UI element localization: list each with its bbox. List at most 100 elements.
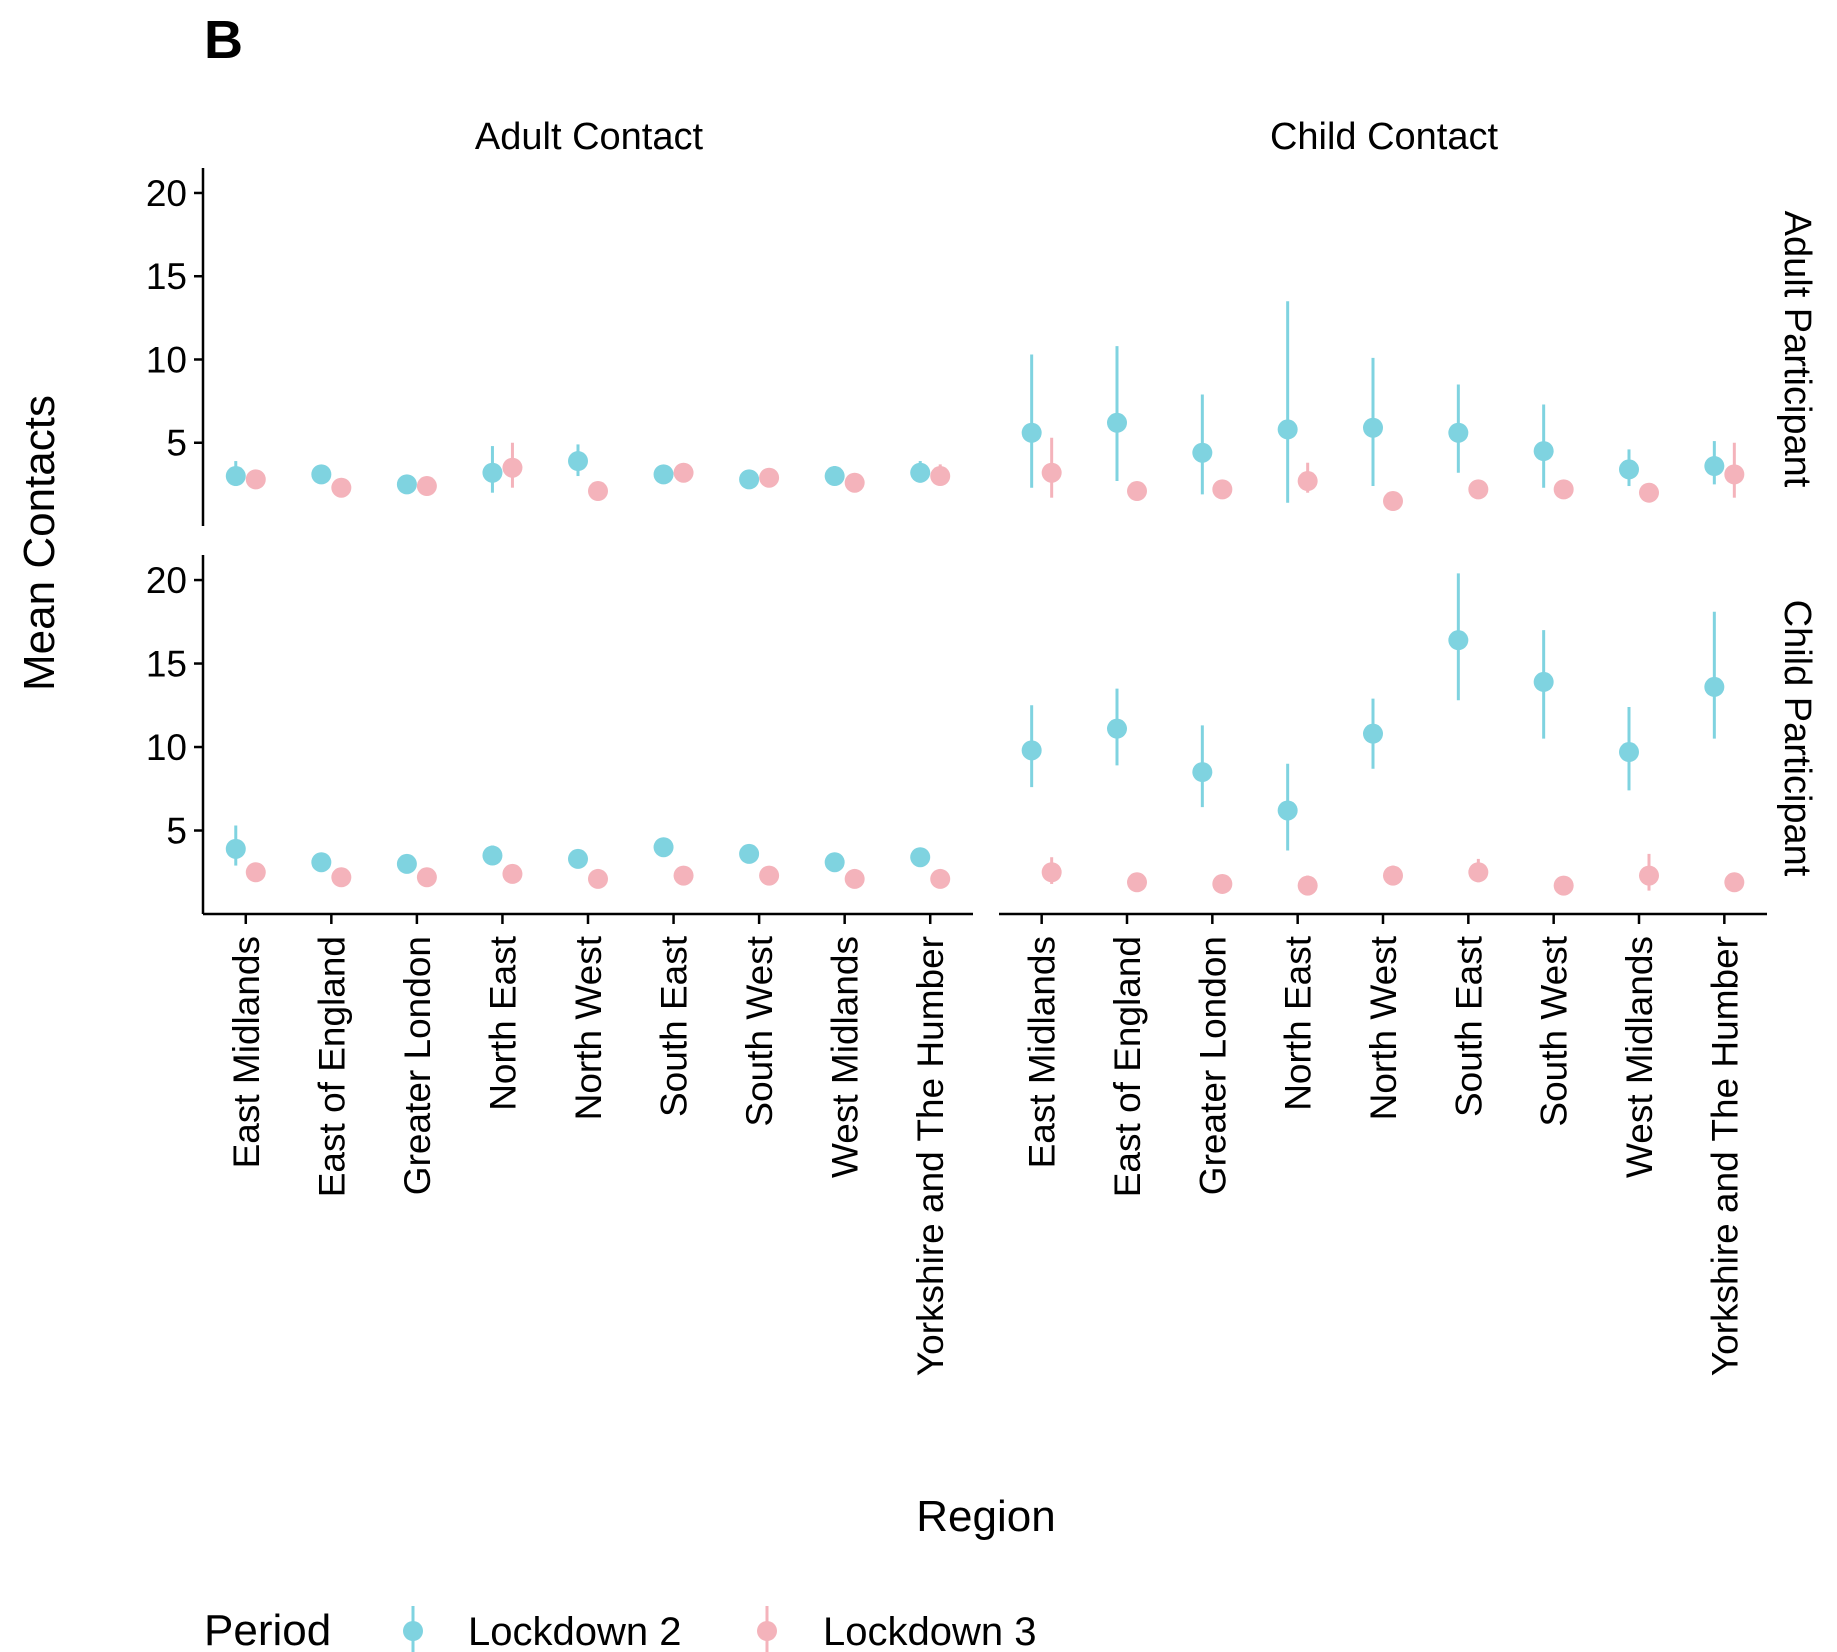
point-lockdown-2: [1107, 412, 1127, 433]
point-lockdown-3: [588, 868, 608, 889]
point-lockdown-2: [1704, 676, 1725, 697]
point-lockdown-2: [1704, 456, 1725, 477]
column-header-child-contact: Child Contact: [1270, 116, 1499, 158]
point-lockdown-3: [1639, 482, 1659, 503]
row-label: Child Participant: [1776, 600, 1818, 877]
point-lockdown-3: [1383, 491, 1403, 512]
point-lockdown-2: [311, 464, 332, 485]
point-lockdown-2: [396, 474, 417, 495]
x-tick-label-east-of-england: East of England: [311, 936, 352, 1197]
y-tick-label: 5: [166, 811, 187, 852]
figure-tag: B: [204, 10, 243, 70]
point-lockdown-3: [588, 481, 608, 502]
point-lockdown-2: [1363, 417, 1383, 438]
legend-item-lockdown-2: Lockdown 2: [403, 1606, 681, 1652]
point-lockdown-2: [824, 466, 845, 487]
legend-key-point: [403, 1621, 423, 1641]
point-lockdown-3: [844, 472, 865, 493]
legend-item-lockdown-3: Lockdown 3: [757, 1606, 1036, 1652]
point-lockdown-3: [1297, 875, 1318, 896]
point-lockdown-3: [245, 469, 266, 490]
x-tick-label-yorkshire-and-the-humber: Yorkshire and The Humber: [1704, 936, 1745, 1376]
point-lockdown-3: [416, 476, 437, 497]
y-tick-label: 15: [146, 644, 187, 685]
point-lockdown-3: [759, 865, 780, 886]
point-lockdown-3: [930, 868, 951, 889]
point-lockdown-2: [1619, 742, 1639, 763]
row-label: Adult Participant: [1776, 211, 1818, 488]
point-lockdown-2: [1107, 718, 1127, 739]
point-lockdown-3: [1127, 481, 1147, 502]
point-lockdown-3: [1212, 873, 1233, 894]
y-tick-label: 20: [146, 560, 187, 601]
x-tick-label-west-midlands: West Midlands: [825, 936, 866, 1178]
point-lockdown-3: [1468, 862, 1489, 883]
point-lockdown-2: [225, 838, 246, 859]
column-header-adult-contact: Adult Contact: [475, 116, 704, 158]
point-lockdown-2: [653, 837, 674, 858]
point-lockdown-2: [1277, 800, 1298, 821]
point-lockdown-3: [1553, 875, 1574, 896]
legend-key-point: [757, 1621, 777, 1641]
x-tick-label-east-of-england: East of England: [1107, 936, 1148, 1197]
row-header-child-participant: Child Participant: [1776, 600, 1818, 877]
point-lockdown-3: [245, 862, 266, 883]
point-lockdown-2: [482, 845, 503, 866]
point-lockdown-2: [1448, 422, 1469, 443]
x-tick-label-south-west: South West: [739, 935, 780, 1126]
point-lockdown-2: [311, 852, 332, 873]
point-lockdown-2: [1363, 723, 1383, 744]
point-lockdown-2: [910, 847, 931, 868]
point-lockdown-2: [824, 852, 845, 873]
point-lockdown-3: [1553, 479, 1574, 500]
point-lockdown-3: [673, 865, 694, 886]
y-tick-label: 15: [146, 256, 187, 297]
x-tick-label-west-midlands: West Midlands: [1619, 936, 1660, 1178]
y-tick-label: 5: [166, 423, 187, 464]
point-lockdown-3: [1724, 464, 1745, 485]
point-lockdown-3: [1041, 862, 1062, 883]
point-lockdown-2: [910, 462, 931, 483]
point-lockdown-2: [482, 462, 503, 483]
point-lockdown-3: [673, 462, 694, 483]
point-lockdown-2: [568, 451, 588, 472]
point-lockdown-3: [844, 868, 865, 889]
column-label: Adult Contact: [475, 116, 704, 158]
point-lockdown-2: [1533, 671, 1554, 692]
point-lockdown-3: [331, 477, 352, 498]
point-lockdown-2: [1448, 630, 1469, 651]
data-marks: [225, 301, 1745, 896]
point-lockdown-3: [930, 466, 951, 487]
point-lockdown-3: [502, 457, 523, 478]
x-tick-label-greater-london: Greater London: [1192, 936, 1233, 1195]
x-tick-label-south-west: South West: [1534, 935, 1575, 1126]
x-tick-label-north-west: North West: [568, 935, 609, 1120]
point-lockdown-2: [1533, 441, 1554, 462]
point-lockdown-2: [568, 848, 588, 869]
point-lockdown-2: [396, 853, 417, 874]
point-lockdown-3: [1383, 865, 1403, 886]
legend-label: Lockdown 3: [823, 1610, 1036, 1652]
x-tick-label-south-east: South East: [654, 935, 695, 1117]
point-lockdown-3: [416, 867, 437, 888]
point-lockdown-3: [1212, 479, 1233, 500]
point-lockdown-3: [1468, 479, 1489, 500]
point-lockdown-2: [1277, 419, 1298, 440]
x-tick-label-east-midlands: East Midlands: [1022, 936, 1063, 1168]
point-lockdown-2: [1192, 762, 1213, 783]
x-tick-label-south-east: South East: [1448, 935, 1489, 1117]
point-lockdown-2: [1619, 459, 1639, 480]
point-lockdown-3: [1041, 462, 1062, 483]
x-axis-title: Region: [916, 1492, 1055, 1541]
legend-title: Period: [204, 1606, 331, 1652]
row-header-adult-participant: Adult Participant: [1776, 211, 1818, 488]
x-tick-label-north-east: North East: [482, 935, 523, 1111]
point-lockdown-3: [1724, 872, 1745, 893]
point-lockdown-2: [739, 843, 760, 864]
legend: Period Lockdown 2 Lockdown 3: [204, 1606, 1036, 1652]
legend-label: Lockdown 2: [468, 1610, 681, 1652]
y-tick-label: 10: [146, 339, 187, 380]
column-label: Child Contact: [1270, 116, 1499, 158]
x-tick-label-greater-london: Greater London: [397, 936, 438, 1195]
